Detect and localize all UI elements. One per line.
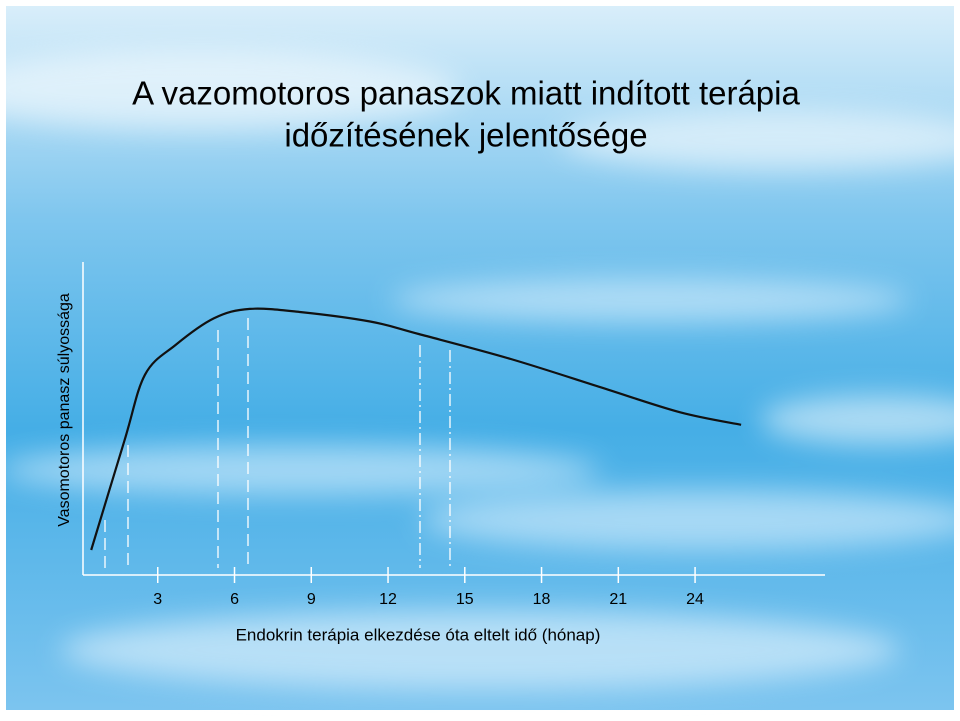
marker-lines: [104, 318, 451, 568]
x-tick-label: 18: [533, 591, 551, 608]
x-tick-label: 21: [609, 591, 627, 608]
x-tick-label: 6: [230, 591, 239, 608]
x-tick-label: 3: [153, 591, 162, 608]
curve: [90, 307, 742, 551]
x-tick-label: 9: [307, 591, 316, 608]
x-tick-label: 15: [456, 591, 474, 608]
y-axis-label: Vasomotoros panasz súlyossága: [56, 293, 73, 527]
x-axis-label: Endokrin terápia elkezdése óta eltelt id…: [236, 625, 601, 644]
x-tick-label: 12: [379, 591, 397, 608]
title-line: időzítésének jelentősége: [284, 117, 647, 154]
x-tick-label: 24: [686, 591, 704, 608]
title-line: A vazomotoros panaszok miatt indított te…: [132, 75, 800, 112]
